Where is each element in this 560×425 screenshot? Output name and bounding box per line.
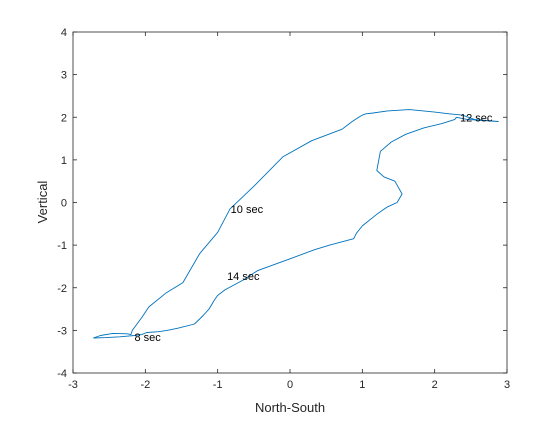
x-axis-label: North-South xyxy=(255,400,325,415)
plot-background xyxy=(73,32,507,373)
x-tick-label: 0 xyxy=(287,379,293,391)
annotation-label: 14 sec xyxy=(227,271,260,283)
series-layer xyxy=(93,109,499,339)
y-tick-label: -1 xyxy=(57,240,67,252)
y-tick-label: 2 xyxy=(61,112,67,124)
y-axis-label: Vertical xyxy=(35,181,50,224)
x-tick-label: -3 xyxy=(68,379,78,391)
annotation-label: 10 sec xyxy=(231,204,264,216)
y-tick-label: -4 xyxy=(57,368,67,380)
x-tick-label: -1 xyxy=(213,379,223,391)
annotation-label: 8 sec xyxy=(134,332,161,344)
annotation-label: 12 sec xyxy=(460,112,493,124)
annotation-layer: 8 sec 10 sec 12 sec 14 sec xyxy=(134,112,492,344)
x-tick-label: 3 xyxy=(504,379,510,391)
y-tick-label: -2 xyxy=(57,283,67,295)
y-tick-label: 3 xyxy=(61,70,67,82)
y-tick-label: -3 xyxy=(57,325,67,337)
y-tick-label: 1 xyxy=(61,155,67,167)
x-tick-label: 1 xyxy=(359,379,365,391)
series-line-0 xyxy=(93,109,499,339)
y-tick-label: 4 xyxy=(61,27,67,39)
x-tick-label: -2 xyxy=(140,379,150,391)
x-tick-label: 2 xyxy=(432,379,438,391)
y-tick-label: 0 xyxy=(61,198,67,210)
